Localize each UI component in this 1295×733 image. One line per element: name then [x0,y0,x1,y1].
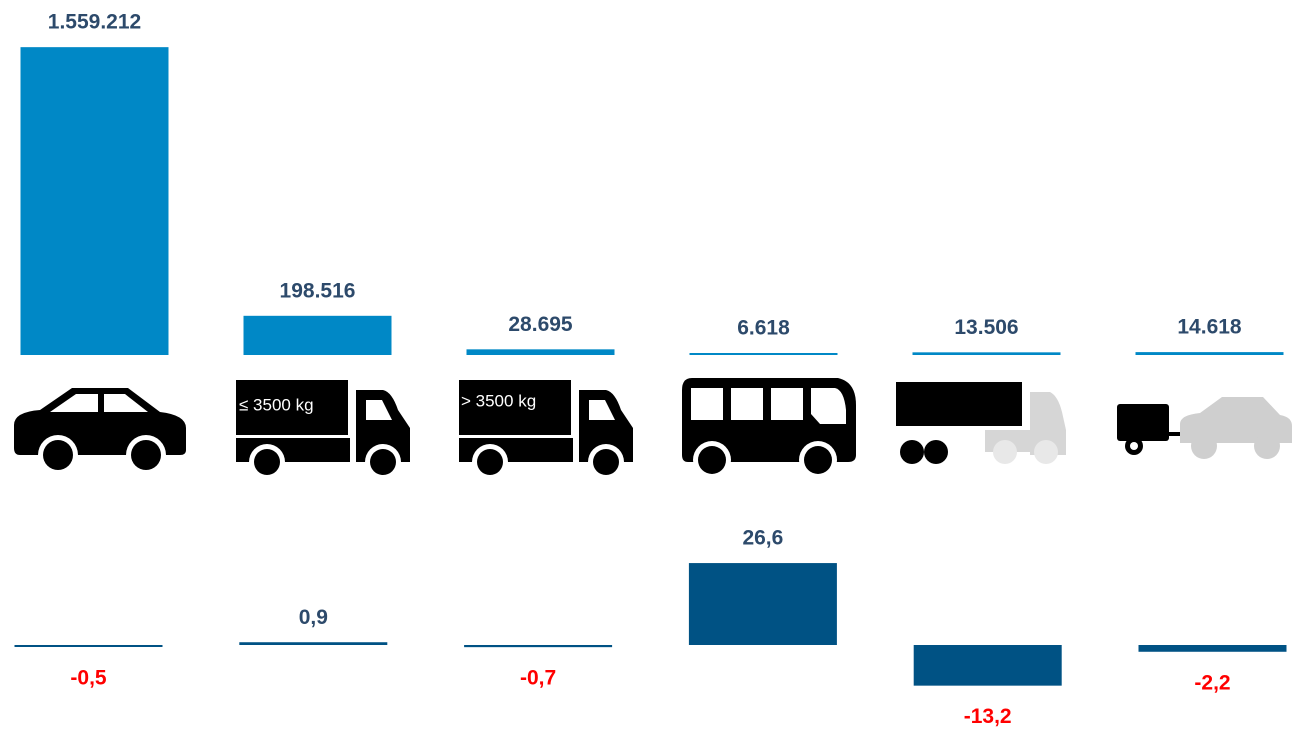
value-label: -2,2 [1194,671,1230,694]
value-label: 198.516 [280,279,356,302]
light-truck-icon: ≤ 3500 kg [236,380,410,480]
icon-label: ≤ 3500 kg [239,395,314,414]
bar [1138,645,1287,652]
bar [464,645,613,648]
value-label: -0,7 [520,667,556,690]
value-label: 26,6 [742,527,783,550]
bar [466,349,615,355]
semi-trailer-icon [896,382,1066,464]
bar [912,352,1061,355]
value-label: 28.695 [508,313,573,336]
bar [689,353,838,355]
bar [243,315,392,355]
bar [688,563,837,645]
value-label: 6.618 [737,317,790,340]
value-label: 1.559.212 [48,11,141,34]
bar [1135,352,1284,355]
icon-label: > 3500 kg [461,391,536,410]
car-icon [14,388,186,475]
bar [913,645,1062,686]
value-label: -13,2 [964,705,1012,728]
bar [239,642,388,645]
value-label: 14.618 [1177,316,1242,339]
value-label: 0,9 [299,606,328,629]
heavy-truck-icon: > 3500 kg [459,380,633,480]
value-label: -0,5 [70,667,107,690]
bar [20,47,169,355]
trailer-icon [1117,397,1292,459]
value-label: 13.506 [954,316,1018,339]
bar [14,645,163,647]
bus-icon [682,378,856,479]
vehicle-icons: ≤ 3500 kg > 3500 kg [14,378,1292,480]
